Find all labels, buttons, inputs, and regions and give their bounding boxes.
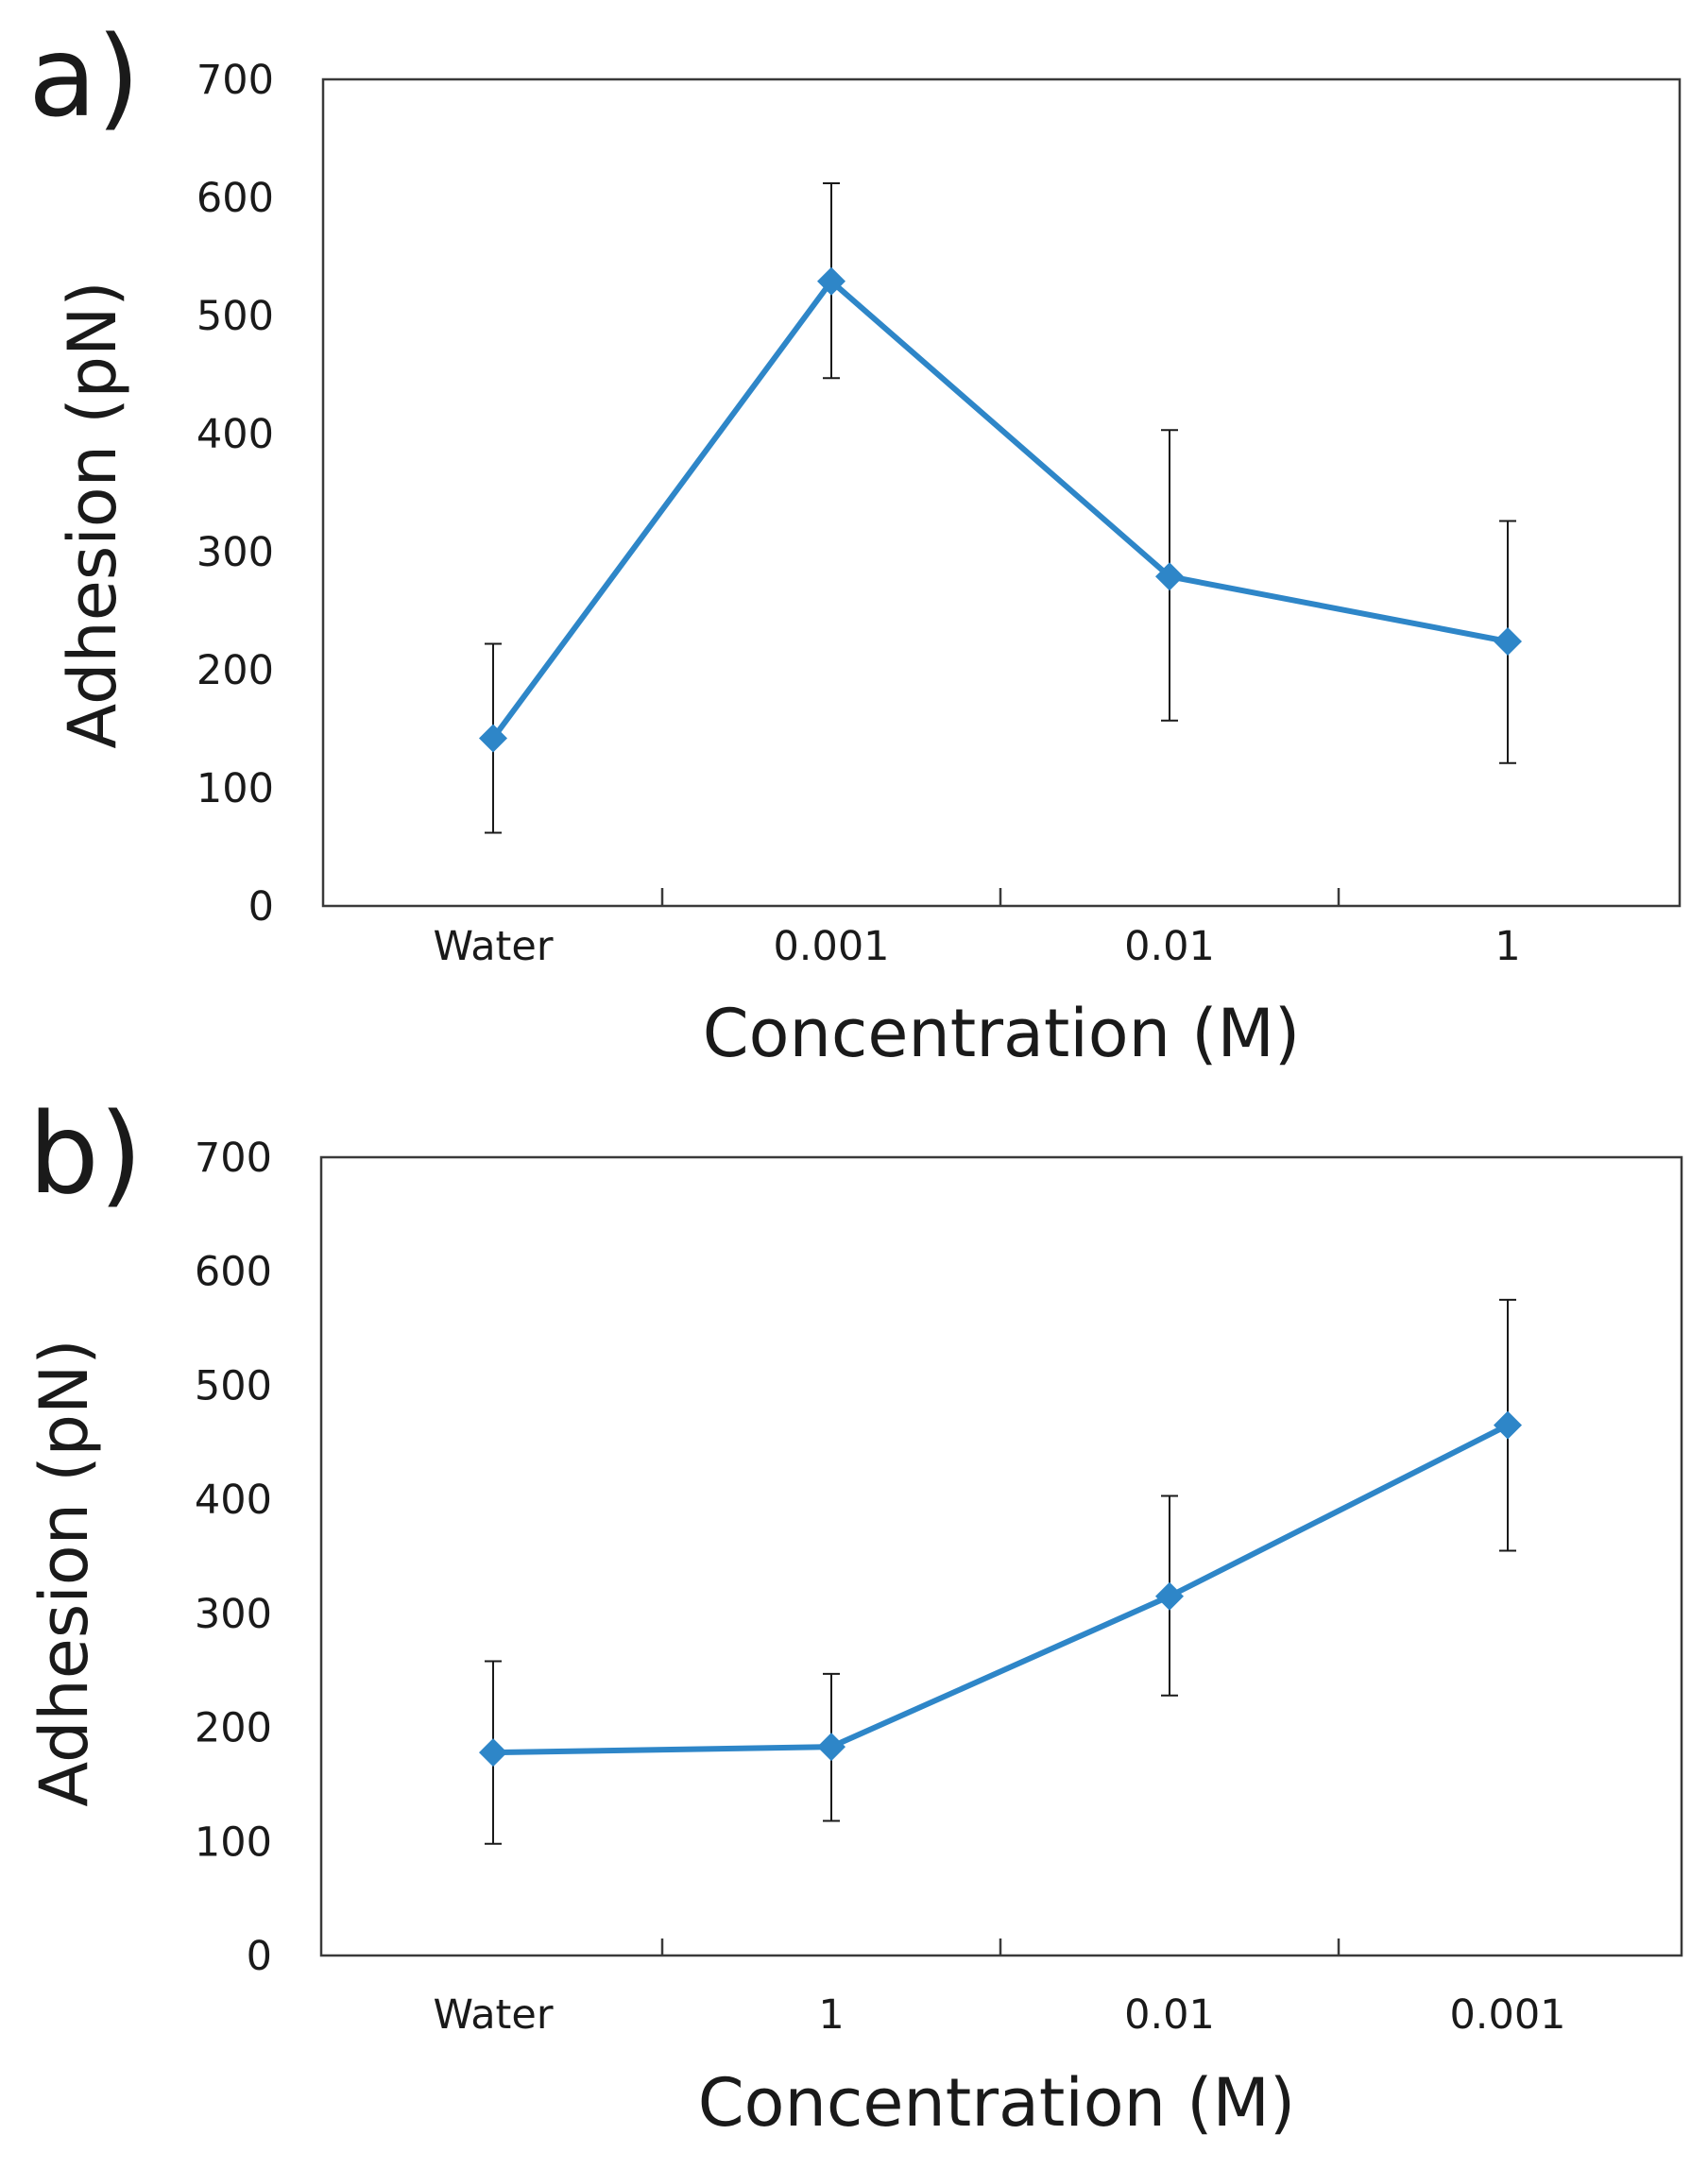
panel-a-data-point — [479, 724, 507, 753]
panel-a-data-point — [817, 266, 845, 296]
panel-a-label: a) — [28, 11, 140, 142]
panel-a-y-tick-label: 700 — [196, 57, 274, 104]
panel-b-x-axis-title: Concentration (M) — [698, 2064, 1295, 2142]
panel-a-y-tick-label: 300 — [196, 529, 274, 576]
panel-b-data-point — [817, 1733, 845, 1762]
panel-a-y-tick-label: 100 — [196, 765, 274, 812]
panel-b-y-ticks: 0 100 200 300 400 500 600 700 — [195, 1135, 272, 1980]
panel-b-data-point — [1494, 1410, 1522, 1440]
panel-b-plot-frame — [319, 1155, 1683, 1957]
panel-a-plot-frame — [321, 77, 1682, 908]
panel-b-y-tick-label: 0 — [247, 1933, 272, 1980]
panel-b-data-point — [1155, 1581, 1184, 1611]
panel-b-label: b) — [28, 1088, 143, 1219]
panel-b-y-tick-label: 200 — [195, 1705, 272, 1752]
panel-a-x-tick-label: Water — [433, 923, 553, 970]
panel-b-y-tick-label: 300 — [195, 1591, 272, 1638]
panel-b-error-bars — [485, 1298, 1516, 1845]
panel-b-x-tick-label: 0.01 — [1124, 1991, 1215, 2039]
panel-b-y-axis-title: Adhesion (pN) — [26, 1339, 103, 1806]
panel-a-x-tick-label: 1 — [1494, 923, 1520, 970]
panel-a-error-bars — [485, 182, 1516, 834]
panel-a-x-tick-label: 0.01 — [1124, 923, 1215, 970]
panel-b-y-tick-label: 700 — [195, 1135, 272, 1182]
panel-a-y-tick-label: 0 — [248, 883, 274, 931]
panel-a-y-tick-label: 500 — [196, 293, 274, 340]
panel-b-y-tick-label: 500 — [195, 1362, 272, 1409]
panel-a-y-tick-label: 600 — [196, 175, 274, 222]
panel-b-series — [479, 1410, 1522, 1768]
panel-a-y-ticks: 0 100 200 300 400 500 600 700 — [196, 57, 274, 931]
panel-a-series-line — [490, 278, 1509, 741]
panel-b-x-ticks: Water 1 0.01 0.001 — [433, 1938, 1566, 2039]
panel-a-y-axis-title: Adhesion (pN) — [54, 281, 131, 748]
panel-b-series-line — [492, 1423, 1510, 1756]
panel-a: a) 0 100 200 300 400 500 600 700 Water 0.001 0.01… — [28, 11, 1682, 1072]
panel-b-x-tick-label: Water — [433, 1991, 553, 2039]
panel-b-x-tick-label: 0.001 — [1449, 1991, 1565, 2039]
panel-b-data-point — [479, 1738, 507, 1768]
panel-a-y-tick-label: 400 — [196, 411, 274, 458]
panel-b-x-tick-label: 1 — [818, 1991, 844, 2039]
panel-a-x-tick-label: 0.001 — [773, 923, 889, 970]
panel-b-y-tick-label: 400 — [195, 1477, 272, 1524]
panel-b: b) 0 100 200 300 400 500 600 700 Water 1 0.01 0.00… — [26, 1088, 1683, 2142]
panel-b-y-tick-label: 100 — [195, 1819, 272, 1866]
panel-a-series — [479, 266, 1522, 753]
panel-a-data-point — [1155, 562, 1184, 591]
panel-a-x-axis-title: Concentration (M) — [703, 995, 1300, 1072]
panel-a-x-ticks: Water 0.001 0.01 1 — [433, 888, 1521, 970]
panel-a-data-point — [1494, 627, 1522, 656]
panel-b-y-tick-label: 600 — [195, 1249, 272, 1296]
panel-a-y-tick-label: 200 — [196, 647, 274, 694]
